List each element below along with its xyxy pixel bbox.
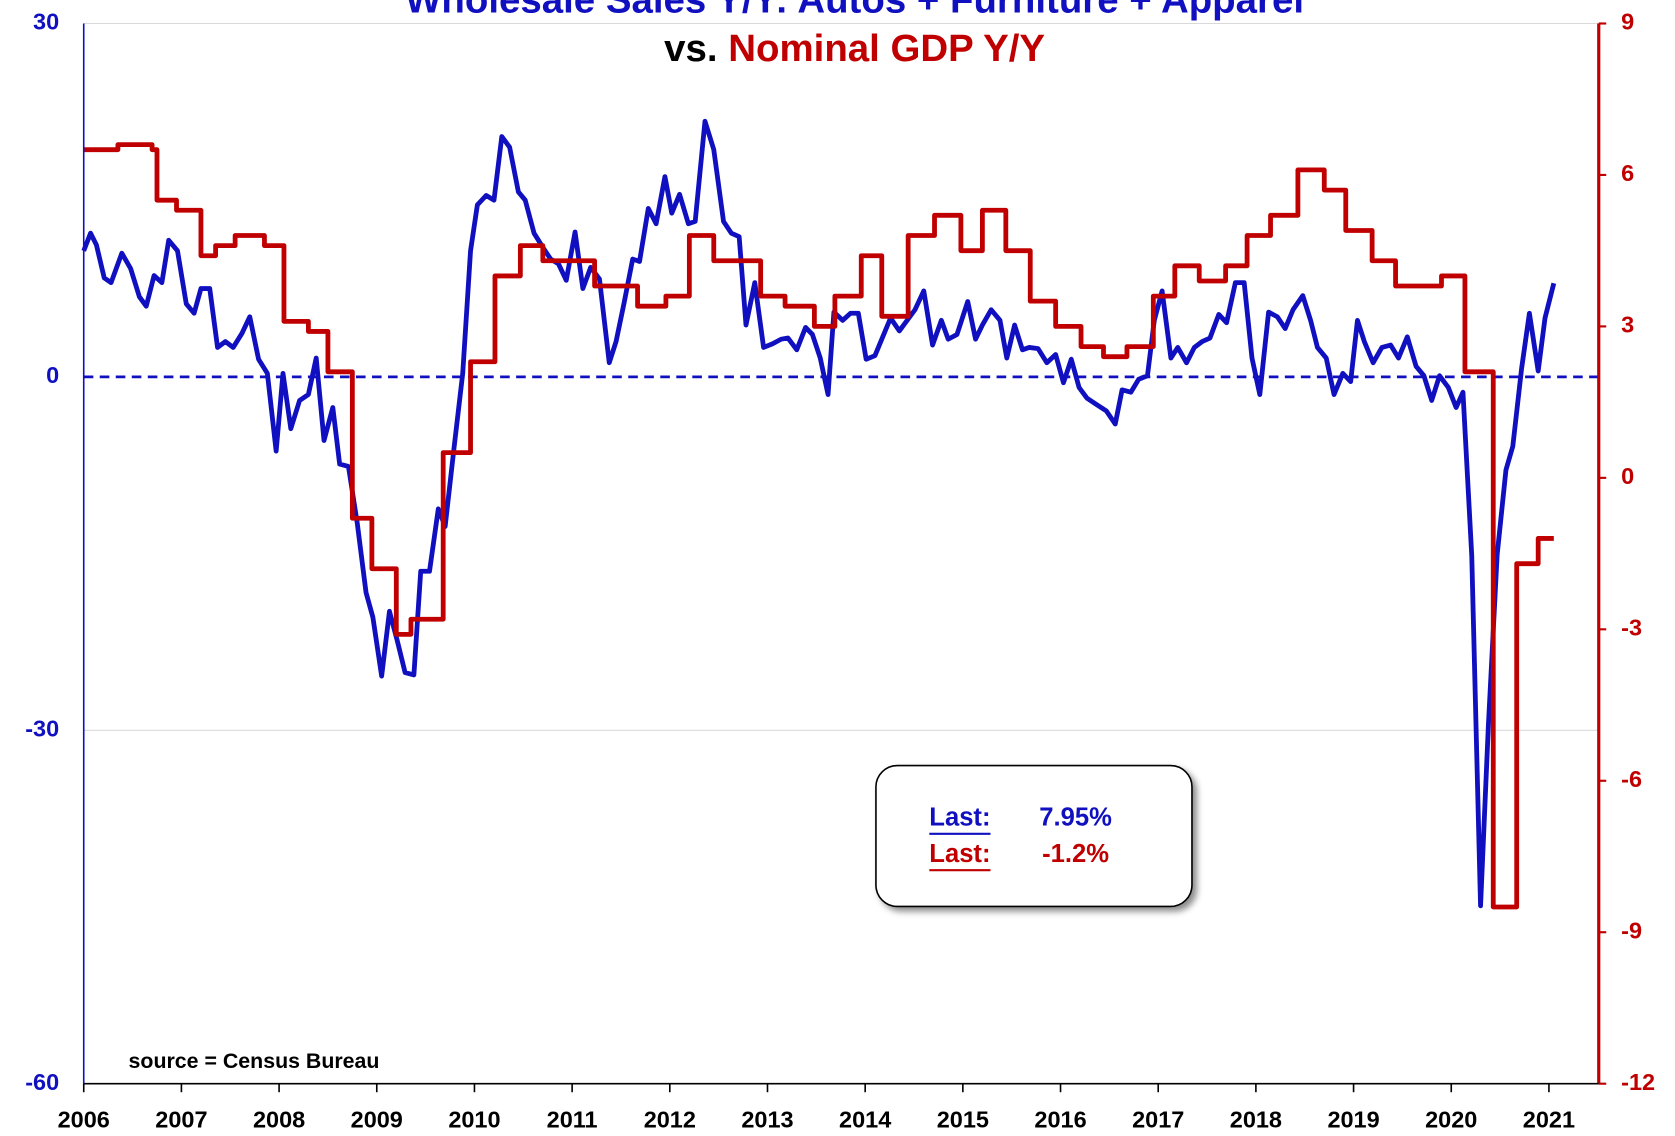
annotation-value: -1.2%	[1042, 840, 1109, 868]
y2-tick-label: -9	[1621, 917, 1642, 943]
series-line	[83, 142, 1554, 910]
x-tick-label: 2018	[1230, 1106, 1282, 1132]
y-tick-label: -30	[25, 715, 59, 741]
x-tick-label: 2006	[58, 1106, 110, 1132]
x-tick-label: 2016	[1034, 1106, 1086, 1132]
annotation-label: Last:	[929, 840, 990, 868]
y2-tick-label: 3	[1621, 312, 1634, 338]
title-joiner: vs.	[664, 27, 717, 70]
annotation-label: Last:	[929, 804, 990, 832]
y2-tick-label: 9	[1621, 9, 1634, 35]
chart-subtitle: vs. Nominal GDP Y/Y	[664, 27, 1045, 70]
source-note: source = Census Bureau	[129, 1049, 380, 1073]
x-tick-label: 2009	[351, 1106, 403, 1132]
x-tick-label: 2008	[253, 1106, 305, 1132]
x-tick-label: 2012	[644, 1106, 696, 1132]
series-line	[81, 118, 1557, 909]
y2-tick-label: 6	[1621, 160, 1634, 186]
chart-title: Wholesale Sales Y/Y: Autos + Furniture +…	[405, 0, 1304, 21]
x-tick-label: 2019	[1327, 1106, 1379, 1132]
y2-tick-label: -3	[1621, 615, 1642, 641]
annotation-value: 7.95%	[1039, 804, 1112, 832]
x-tick-label: 2013	[741, 1106, 793, 1132]
y2-tick-label: -12	[1621, 1069, 1655, 1095]
y-tick-label: -60	[25, 1069, 59, 1095]
annotations: Last: 7.95% Last: -1.2%	[929, 804, 1112, 872]
y-tick-label: 0	[46, 362, 59, 388]
x-tick-label: 2011	[547, 1106, 598, 1132]
title-series: Nominal GDP Y/Y	[728, 27, 1045, 70]
x-tick-label: 2021	[1523, 1106, 1575, 1132]
x-tick-label: 2020	[1425, 1106, 1477, 1132]
plot-area	[81, 118, 1557, 910]
x-tick-label: 2010	[448, 1106, 500, 1132]
y2-tick-label: -6	[1621, 766, 1642, 792]
x-tick-label: 2015	[937, 1106, 989, 1132]
y2-tick-label: 0	[1621, 463, 1634, 489]
annotation-box	[875, 764, 1193, 908]
x-tick-label: 2014	[839, 1106, 891, 1132]
x-tick-label: 2007	[155, 1106, 207, 1132]
grid	[83, 22, 1599, 1085]
x-tick-label: 2017	[1132, 1106, 1184, 1132]
y-tick-label: 30	[33, 9, 59, 35]
